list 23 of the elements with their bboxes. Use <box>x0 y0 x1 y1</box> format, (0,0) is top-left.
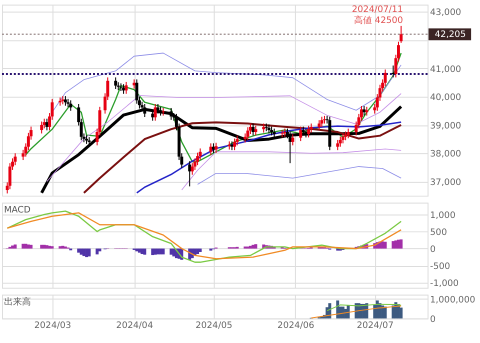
x-tick-label: 2024/05 <box>195 320 232 331</box>
y-tick-label: 0 <box>430 314 436 325</box>
chart-title: MACD <box>4 206 31 216</box>
x-tick-label: 2024/04 <box>116 320 154 331</box>
y-tick-label: 1,000 <box>430 211 456 221</box>
y-tick-label: 43,000 <box>430 8 462 18</box>
ref-line-label: 42,205 <box>434 30 466 40</box>
annotation: 高値 42500 <box>354 14 404 26</box>
y-tick-label: 38,000 <box>430 150 462 160</box>
x-tick-label: 2024/03 <box>34 320 72 331</box>
y-tick-label: 1,000,000 <box>430 296 476 306</box>
y-tick-label: 41,000 <box>430 64 462 75</box>
x-tick-label: 2024/07 <box>356 320 394 331</box>
y-tick-label: 37,000 <box>430 178 462 188</box>
x-tick-label: 2024/06 <box>277 320 315 331</box>
annotation: 2024/07/11 <box>352 5 404 16</box>
y-tick-label: -500 <box>430 262 451 272</box>
y-tick-label: -1,000 <box>430 279 460 290</box>
chart-title: 出来高 <box>4 296 31 308</box>
y-tick-label: 0 <box>430 245 436 256</box>
y-tick-label: 40,000 <box>430 93 462 104</box>
y-tick-label: 39,000 <box>430 121 462 132</box>
y-tick-label: 500 <box>430 228 448 238</box>
